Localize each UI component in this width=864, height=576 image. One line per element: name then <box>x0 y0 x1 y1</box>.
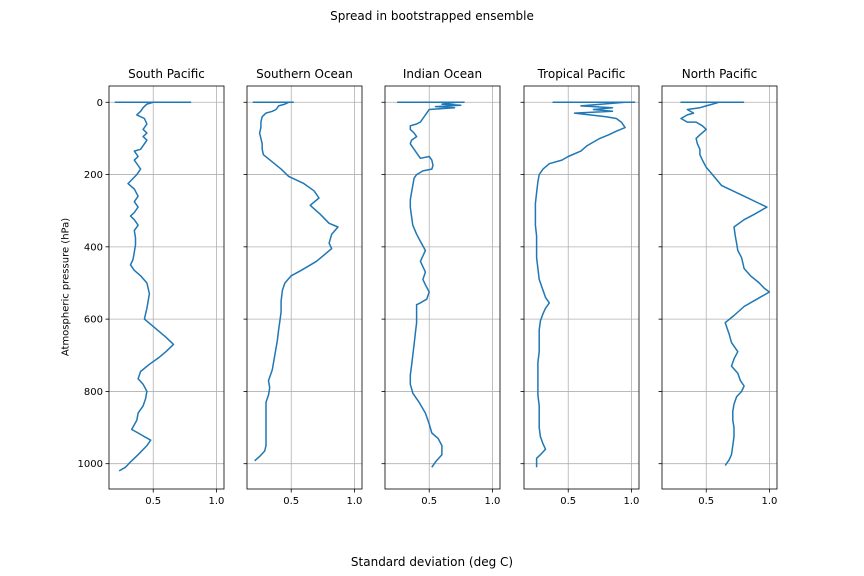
x-tick-label: 0.5 <box>698 496 714 507</box>
x-tick-label: 0.5 <box>560 496 576 507</box>
x-tick-label: 1.0 <box>761 496 777 507</box>
y-axis-label: Atmospheric pressure (hPa) <box>60 217 72 357</box>
y-tick-label: 0 <box>97 98 103 109</box>
series-line-2 <box>252 101 339 462</box>
x-tick-label: 1.0 <box>346 496 362 507</box>
series-line-5 <box>680 101 771 466</box>
x-axis-label: Standard deviation (deg C) <box>350 555 514 569</box>
x-tick-label: 1.0 <box>623 496 639 507</box>
subplot-title: Indian Ocean <box>403 67 482 81</box>
subplot-title: North Pacific <box>682 67 758 81</box>
x-tick-label: 0.5 <box>421 496 437 507</box>
series-line-1 <box>114 101 192 472</box>
subplot-1: 0.5 1.0 0 200 400 600 800 1000 South Pacific <box>78 67 225 507</box>
figure-title: Spread in bootstrapped ensemble <box>330 9 534 23</box>
axes-frame <box>246 85 363 490</box>
x-tick-label: 0.5 <box>145 496 161 507</box>
subplot-title: Tropical Pacific <box>537 67 626 81</box>
axes-frame <box>384 85 501 490</box>
y-tick-label: 200 <box>84 170 103 181</box>
subplot-4: 0.5 1.0 Tropical Pacific <box>520 67 640 507</box>
x-tick-label: 1.0 <box>484 496 500 507</box>
x-tick-label: 0.5 <box>283 496 299 507</box>
subplot-title: Southern Ocean <box>256 67 353 81</box>
series-line-3 <box>396 101 465 468</box>
axes-frame <box>108 85 225 490</box>
y-tick-label: 600 <box>84 315 103 326</box>
axes-frame <box>661 85 778 490</box>
subplot-3: 0.5 1.0 Indian Ocean <box>381 67 501 507</box>
y-tick-label: 800 <box>84 387 103 398</box>
y-tick-label: 1000 <box>78 459 103 470</box>
axes-frame <box>523 85 640 490</box>
subplot-title: South Pacific <box>128 67 205 81</box>
y-tick-label: 400 <box>84 242 103 253</box>
subplot-5: 0.5 1.0 North Pacific <box>658 67 778 507</box>
series-line-4 <box>534 101 636 468</box>
x-tick-label: 1.0 <box>208 496 224 507</box>
subplot-2: 0.5 1.0 Southern Ocean <box>243 67 363 507</box>
